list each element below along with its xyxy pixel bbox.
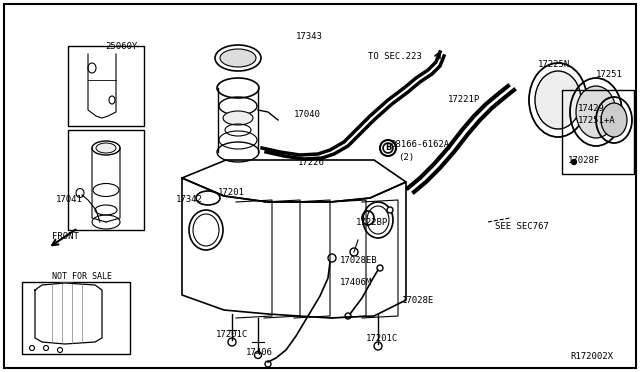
Text: SEE SEC767: SEE SEC767 bbox=[495, 222, 548, 231]
Text: 17201C: 17201C bbox=[216, 330, 248, 339]
Text: FRONT: FRONT bbox=[52, 232, 79, 241]
Ellipse shape bbox=[223, 111, 253, 125]
Ellipse shape bbox=[601, 103, 627, 137]
Text: NOT FOR SALE: NOT FOR SALE bbox=[52, 272, 112, 281]
Text: 17028EB: 17028EB bbox=[340, 256, 378, 265]
Text: 17040: 17040 bbox=[294, 110, 321, 119]
Text: 17429: 17429 bbox=[578, 104, 605, 113]
Ellipse shape bbox=[387, 207, 393, 213]
Text: 17201C: 17201C bbox=[366, 334, 398, 343]
Text: 08166-6162A: 08166-6162A bbox=[390, 140, 449, 149]
Ellipse shape bbox=[96, 143, 116, 153]
Text: 17406M: 17406M bbox=[340, 278, 372, 287]
Text: 17221P: 17221P bbox=[448, 95, 480, 104]
Bar bbox=[22, 282, 130, 354]
Text: 1722BP: 1722BP bbox=[356, 218, 388, 227]
Text: 25060Y: 25060Y bbox=[105, 42, 137, 51]
Ellipse shape bbox=[220, 49, 256, 67]
Text: 17041: 17041 bbox=[56, 195, 83, 204]
Polygon shape bbox=[182, 178, 406, 318]
Polygon shape bbox=[35, 283, 102, 344]
Text: (2): (2) bbox=[398, 153, 414, 162]
Text: 17343: 17343 bbox=[296, 32, 323, 41]
Bar bbox=[562, 90, 634, 174]
Ellipse shape bbox=[535, 71, 581, 129]
Bar bbox=[68, 46, 144, 126]
Text: R172002X: R172002X bbox=[570, 352, 613, 361]
Text: 17028F: 17028F bbox=[568, 156, 600, 165]
Ellipse shape bbox=[576, 86, 616, 138]
Bar bbox=[68, 130, 144, 230]
Text: 17028E: 17028E bbox=[402, 296, 435, 305]
Text: 17201: 17201 bbox=[218, 188, 245, 197]
Text: 17251+A: 17251+A bbox=[578, 116, 616, 125]
Text: 17406: 17406 bbox=[246, 348, 273, 357]
Ellipse shape bbox=[572, 160, 577, 164]
Text: 17226: 17226 bbox=[298, 158, 325, 167]
Text: 17342: 17342 bbox=[176, 195, 203, 204]
Text: B: B bbox=[385, 144, 391, 153]
Text: 17225N: 17225N bbox=[538, 60, 570, 69]
Text: 17251: 17251 bbox=[596, 70, 623, 79]
Text: TO SEC.223: TO SEC.223 bbox=[368, 52, 422, 61]
Polygon shape bbox=[182, 160, 406, 202]
